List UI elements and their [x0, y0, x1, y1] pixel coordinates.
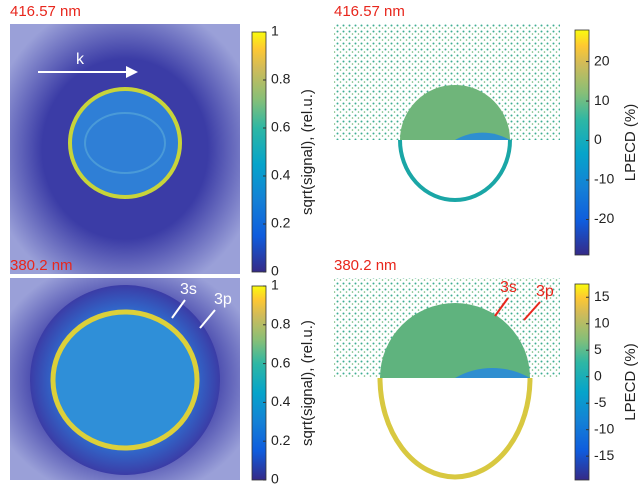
- image-2: [334, 24, 560, 202]
- panel-label: 416.57 nm: [10, 3, 81, 20]
- colorbar: [574, 283, 590, 481]
- panel-label: 416.57 nm: [334, 3, 405, 20]
- image-1: [10, 24, 240, 274]
- colorbar-label: sqrt(signal), (rel.u.): [299, 320, 316, 446]
- colorbar-label: LPECD (%): [622, 104, 639, 182]
- colorbar-tick-label: -15: [594, 447, 614, 463]
- colorbar-tick-label: 0.2: [271, 215, 291, 231]
- colorbar-tick-label: 15: [594, 288, 610, 304]
- image-3: [10, 278, 240, 480]
- colorbar-tick-label: 0.6: [271, 119, 291, 135]
- colorbar-tick-label: 0: [271, 263, 279, 279]
- colorbar-tick-label: 0.8: [271, 71, 291, 87]
- colorbar-tick-label: 0.2: [271, 432, 291, 448]
- colorbar-tick-label: -20: [594, 210, 614, 226]
- colorbar-tick-label: 0: [594, 131, 602, 147]
- panel-label: 380.2 nm: [334, 257, 397, 274]
- colorbar-label: sqrt(signal), (rel.u.): [299, 89, 316, 215]
- colorbar-tick-label: 0.8: [271, 316, 291, 332]
- annotation: 3s: [500, 279, 517, 296]
- colorbar-tick-label: 0.6: [271, 354, 291, 370]
- colorbar: [251, 31, 267, 273]
- colorbar-tick-label: -10: [594, 420, 614, 436]
- colorbar-tick-label: 0.4: [271, 393, 291, 409]
- colorbar-tick-label: 0: [594, 367, 602, 383]
- colorbar: [251, 285, 267, 481]
- colorbar-tick-label: -10: [594, 171, 614, 187]
- colorbar-tick-label: 0.4: [271, 167, 291, 183]
- colorbar-tick-label: 5: [594, 341, 602, 357]
- colorbar-tick-label: 1: [271, 23, 279, 39]
- colorbar-label: LPECD (%): [622, 343, 639, 421]
- annotation: 3s: [180, 281, 197, 298]
- colorbar-tick-label: 0: [271, 471, 279, 487]
- colorbar-tick-label: 1: [271, 277, 279, 293]
- annotation: 3p: [214, 291, 232, 308]
- annotation: k: [76, 51, 85, 68]
- colorbar-tick-label: 20: [594, 52, 610, 68]
- colorbar-tick-label: -5: [594, 394, 607, 410]
- annotation: 3p: [536, 283, 554, 300]
- colorbar-tick-label: 10: [594, 92, 610, 108]
- image-4: [334, 278, 560, 480]
- colorbar: [574, 29, 590, 256]
- panel-label: 380.2 nm: [10, 257, 73, 274]
- colorbar-tick-label: 10: [594, 314, 610, 330]
